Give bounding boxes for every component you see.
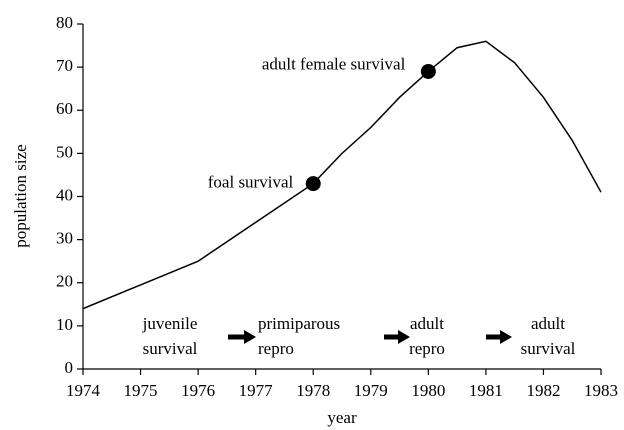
arrows xyxy=(228,330,512,344)
annotation: adult female survival xyxy=(262,54,406,73)
x-tick-label: 1981 xyxy=(469,381,503,400)
phase-label: survival xyxy=(143,339,198,358)
phase-label: survival xyxy=(521,339,576,358)
y-tick-label: 10 xyxy=(56,315,73,334)
arrow-head xyxy=(500,330,512,344)
y-tick-label: 40 xyxy=(56,185,73,204)
y-tick-label: 20 xyxy=(56,272,73,291)
arrow-head xyxy=(244,330,256,344)
x-tick-label: 1975 xyxy=(124,381,158,400)
x-tick-label: 1974 xyxy=(66,381,101,400)
y-tick-label: 50 xyxy=(56,142,73,161)
annotation: foal survival xyxy=(208,172,294,191)
arrow-head xyxy=(398,330,410,344)
y-tick-label: 30 xyxy=(56,229,73,248)
x-axis-label: year xyxy=(327,408,357,427)
y-tick-label: 60 xyxy=(56,99,73,118)
highlight-point xyxy=(305,176,321,192)
phase-label: primiparous xyxy=(258,314,340,333)
line xyxy=(82,40,602,310)
phase-label: adult xyxy=(531,314,565,333)
y-tick-label: 0 xyxy=(65,358,74,377)
x-tick-label: 1978 xyxy=(296,381,330,400)
y-tick-label: 70 xyxy=(56,56,73,75)
y-axis-label: population size xyxy=(11,144,30,247)
phase-label: repro xyxy=(258,339,294,358)
highlight-point xyxy=(420,63,436,79)
x-tick-label: 1977 xyxy=(239,381,274,400)
x-tick-label: 1983 xyxy=(584,381,618,400)
phase-label: adult xyxy=(410,314,444,333)
x-tick-label: 1976 xyxy=(181,381,215,400)
x-tick-label: 1980 xyxy=(411,381,445,400)
x-tick-label: 1979 xyxy=(354,381,388,400)
phase-label: juvenile xyxy=(142,314,198,333)
y-tick-label: 80 xyxy=(56,13,73,32)
x-tick-label: 1982 xyxy=(526,381,560,400)
phase-label: repro xyxy=(409,339,445,358)
